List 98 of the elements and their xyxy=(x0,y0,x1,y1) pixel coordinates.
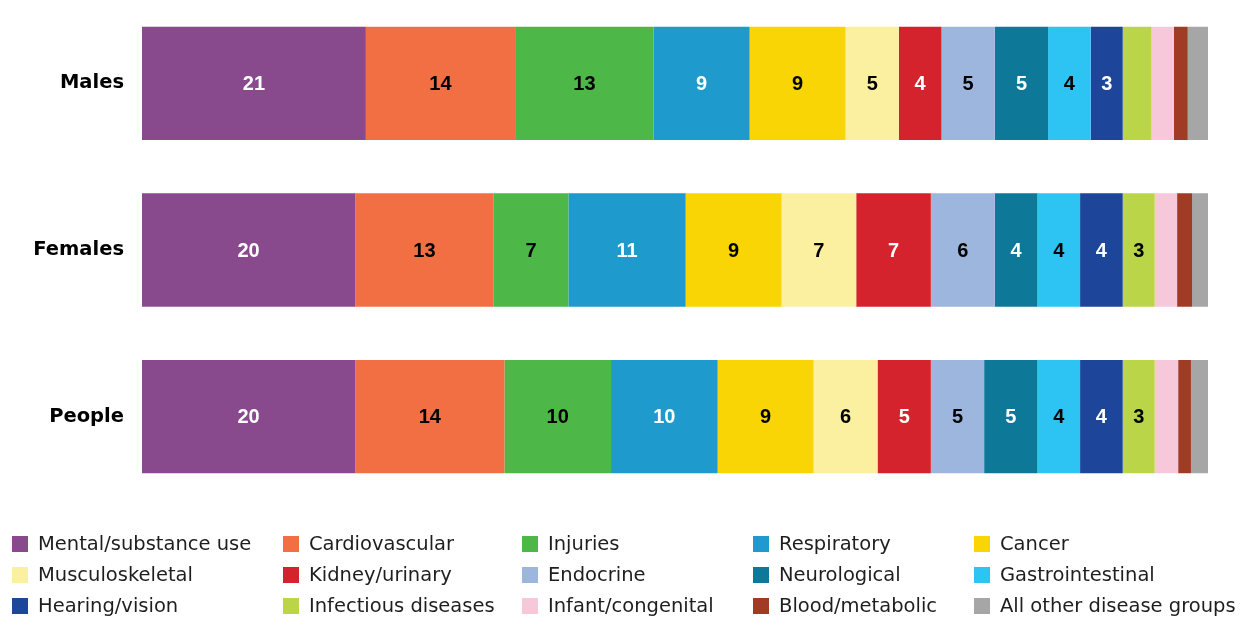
data-label: 7 xyxy=(813,238,825,261)
data-label: 4 xyxy=(1095,405,1108,428)
bar xyxy=(1080,193,1123,307)
data-label: 9 xyxy=(792,71,804,94)
bar xyxy=(941,26,995,140)
bar xyxy=(365,26,516,140)
data-label: 9 xyxy=(760,405,772,428)
legend-label: Endocrine xyxy=(548,562,646,588)
data-label: 7 xyxy=(525,238,537,261)
bar xyxy=(1173,26,1188,140)
legend-label: Kidney/urinary xyxy=(309,562,452,588)
legend-label: Musculoskeletal xyxy=(38,562,193,588)
bar xyxy=(355,193,494,307)
data-label: 5 xyxy=(951,405,964,428)
bar xyxy=(1048,26,1091,140)
bar xyxy=(877,360,931,474)
bar xyxy=(142,26,366,140)
data-label: 6 xyxy=(840,405,852,428)
data-label: 20 xyxy=(237,405,260,428)
bar xyxy=(1037,193,1081,307)
data-label: 5 xyxy=(1015,71,1028,94)
bar xyxy=(1122,360,1155,474)
data-label: 6 xyxy=(957,238,969,261)
data-label: 5 xyxy=(898,405,910,428)
y-tick-label: Females xyxy=(33,237,124,261)
bar xyxy=(1090,26,1123,140)
legend-label: All other disease groups xyxy=(1000,593,1236,619)
bar xyxy=(1187,26,1208,140)
data-label: 4 xyxy=(1010,238,1023,261)
bar xyxy=(504,360,612,474)
legend-label: Mental/substance use xyxy=(38,531,252,557)
data-label: 5 xyxy=(1005,405,1017,428)
legend-label: Infectious diseases xyxy=(309,593,495,619)
legend-label: Cardiovascular xyxy=(309,531,455,557)
bar xyxy=(1154,360,1179,474)
bar xyxy=(749,26,846,140)
bar xyxy=(1151,26,1174,140)
legend-label: Cancer xyxy=(1000,531,1069,557)
data-label: 4 xyxy=(1063,71,1076,94)
data-label: 5 xyxy=(962,71,974,94)
bar xyxy=(493,193,569,307)
bar xyxy=(994,26,1049,140)
bar xyxy=(930,193,995,307)
bar xyxy=(1080,360,1123,474)
bar xyxy=(1154,193,1178,307)
bar xyxy=(1122,193,1155,307)
bar xyxy=(355,360,505,474)
legend-label: Respiratory xyxy=(779,531,891,557)
bar xyxy=(813,360,878,474)
bar xyxy=(1122,26,1152,140)
data-label: 4 xyxy=(1095,238,1108,261)
data-label: 9 xyxy=(728,238,740,261)
bar xyxy=(781,193,857,307)
data-label: 13 xyxy=(413,238,436,261)
bar xyxy=(856,193,931,307)
data-label: 3 xyxy=(1133,238,1145,261)
data-label: 10 xyxy=(546,405,569,428)
bar xyxy=(142,360,356,474)
bar xyxy=(1192,193,1208,307)
data-label: 20 xyxy=(237,238,260,261)
data-label: 3 xyxy=(1101,71,1113,94)
bar xyxy=(611,360,718,474)
bar xyxy=(984,360,1038,474)
data-label: 14 xyxy=(429,71,453,94)
legend-label: Hearing/vision xyxy=(38,593,179,619)
data-label: 5 xyxy=(866,71,878,94)
data-label: 10 xyxy=(653,405,676,428)
bar xyxy=(845,26,899,140)
data-label: 14 xyxy=(418,405,442,428)
legend-label: Neurological xyxy=(779,562,901,588)
legend-label: Blood/metabolic xyxy=(779,593,938,619)
bar xyxy=(685,193,782,307)
bar xyxy=(1037,360,1081,474)
data-label: 11 xyxy=(616,238,638,261)
data-label: 13 xyxy=(573,71,596,94)
data-label: 21 xyxy=(242,71,266,94)
data-label: 4 xyxy=(1053,238,1066,261)
bar xyxy=(994,193,1038,307)
bar xyxy=(1177,193,1193,307)
bar xyxy=(515,26,654,140)
bar xyxy=(717,360,814,474)
bar xyxy=(568,193,686,307)
bar xyxy=(1190,360,1208,474)
bar xyxy=(142,193,356,307)
bar xyxy=(930,360,985,474)
data-label: 7 xyxy=(887,238,900,261)
data-label: 4 xyxy=(914,71,927,94)
legend-label: Gastrointestinal xyxy=(1000,562,1155,588)
legend-label: Injuries xyxy=(548,531,620,557)
legend-label: Infant/congenital xyxy=(548,593,714,619)
y-tick-label: Males xyxy=(59,70,124,94)
bar xyxy=(1178,360,1191,474)
bar xyxy=(898,26,942,140)
data-label: 3 xyxy=(1133,405,1145,428)
data-label: 9 xyxy=(696,71,708,94)
data-label: 4 xyxy=(1053,405,1066,428)
bar xyxy=(653,26,750,140)
y-tick-label: People xyxy=(49,403,124,427)
